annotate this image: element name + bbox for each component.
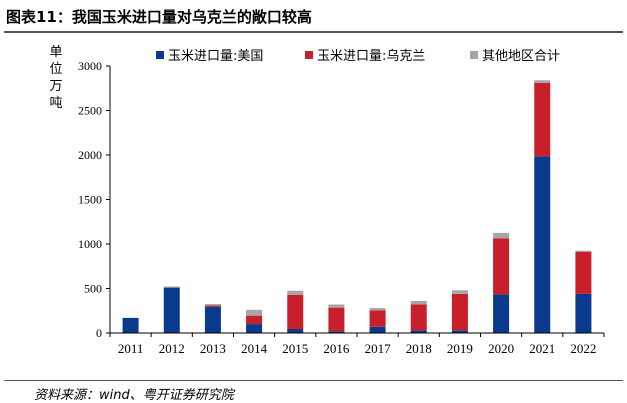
- bar-segment-us-2015: [287, 328, 304, 333]
- x-tick-label: 2014: [241, 341, 268, 356]
- bar-segment-other-2015: [287, 290, 304, 295]
- bar-segment-us-2021: [534, 156, 551, 333]
- bar-segment-ukraine-2020: [493, 238, 510, 295]
- x-tick-label: 2012: [159, 341, 185, 356]
- y-tick-label: 0: [96, 326, 102, 340]
- source-note: 资料来源：wind、粤开证券研究院: [34, 388, 234, 403]
- bar-segment-us-2022: [575, 293, 592, 333]
- bar-segment-ukraine-2021: [534, 82, 551, 157]
- legend-swatch-other: [470, 51, 478, 59]
- x-tick-label: 2022: [570, 341, 596, 356]
- bar-segment-us-2012: [163, 287, 180, 333]
- bar-segment-ukraine-2019: [451, 293, 468, 331]
- legend-label-ukraine: 玉米进口量:乌克兰: [317, 48, 425, 64]
- bar-segment-other-2016: [328, 304, 345, 308]
- bar-segment-ukraine-2017: [369, 310, 386, 327]
- chart-legend: 玉米进口量:美国 玉米进口量:乌克兰 其他地区合计: [156, 48, 560, 64]
- bar-segment-us-2016: [328, 331, 345, 333]
- bar-segment-us-2014: [246, 324, 263, 333]
- x-tick-label: 2020: [488, 341, 514, 356]
- bar-segment-other-2019: [451, 290, 468, 294]
- y-tick-label: 3000: [78, 59, 102, 73]
- x-tick-label: 2013: [200, 341, 226, 356]
- legend-label-us: 玉米进口量:美国: [168, 49, 263, 64]
- x-tick-label: 2017: [365, 341, 392, 356]
- unit-label-char: 万: [49, 79, 62, 94]
- bar-segment-other-2014: [246, 309, 263, 316]
- bar-segment-other-2013: [204, 304, 221, 306]
- legend-swatch-us: [156, 51, 164, 59]
- bar-segment-other-2017: [369, 308, 386, 311]
- y-tick-label: 1000: [78, 237, 102, 251]
- y-axis: 0 500 1000 1500 2000 2500 3000: [78, 59, 111, 340]
- bar-segment-us-2020: [493, 294, 510, 333]
- x-tick-label: 2015: [282, 341, 308, 356]
- x-tick-label: 2016: [323, 341, 350, 356]
- y-tick-label: 2500: [78, 104, 102, 118]
- unit-label-char: 位: [49, 62, 62, 77]
- bar-segment-ukraine-2013: [204, 305, 221, 307]
- bar-segment-ukraine-2022: [575, 252, 592, 294]
- y-tick-label: 1500: [78, 193, 102, 207]
- footer-divider: [4, 380, 623, 381]
- bar-segment-us-2019: [451, 330, 468, 333]
- x-tick-label: 2018: [406, 341, 432, 356]
- bar-segment-us-2018: [410, 330, 427, 333]
- x-tick-label: 2021: [529, 341, 555, 356]
- unit-label-char: 吨: [49, 96, 62, 111]
- bar-segment-other-2022: [575, 250, 592, 253]
- y-tick-label: 2000: [78, 148, 102, 162]
- figure-title: 图表11：我国玉米进口量对乌克兰的敞口较高: [6, 8, 312, 26]
- bar-segment-us-2017: [369, 326, 386, 333]
- bars-group: [122, 80, 592, 333]
- x-tick-label: 2019: [447, 341, 473, 356]
- bar-segment-other-2018: [410, 300, 427, 305]
- legend-swatch-ukraine: [305, 51, 313, 59]
- x-tick-label: 2011: [118, 341, 144, 356]
- bar-segment-us-2013: [204, 306, 221, 333]
- bar-segment-ukraine-2014: [246, 315, 263, 325]
- bar-segment-ukraine-2015: [287, 294, 304, 329]
- bar-segment-other-2020: [493, 232, 510, 239]
- x-axis: 2011 2012 2013 2014 2015 2016 2017 2018 2019 2020…: [109, 332, 605, 356]
- title-divider: [4, 31, 623, 33]
- legend-label-other: 其他地区合计: [482, 49, 560, 64]
- unit-label-char: 单: [49, 45, 62, 60]
- bar-segment-other-2012: [163, 286, 180, 288]
- bar-segment-us-2011: [122, 317, 139, 333]
- bar-segment-ukraine-2018: [410, 304, 427, 331]
- y-tick-label: 500: [84, 282, 102, 296]
- bar-segment-ukraine-2016: [328, 307, 345, 332]
- bar-segment-other-2021: [534, 80, 551, 83]
